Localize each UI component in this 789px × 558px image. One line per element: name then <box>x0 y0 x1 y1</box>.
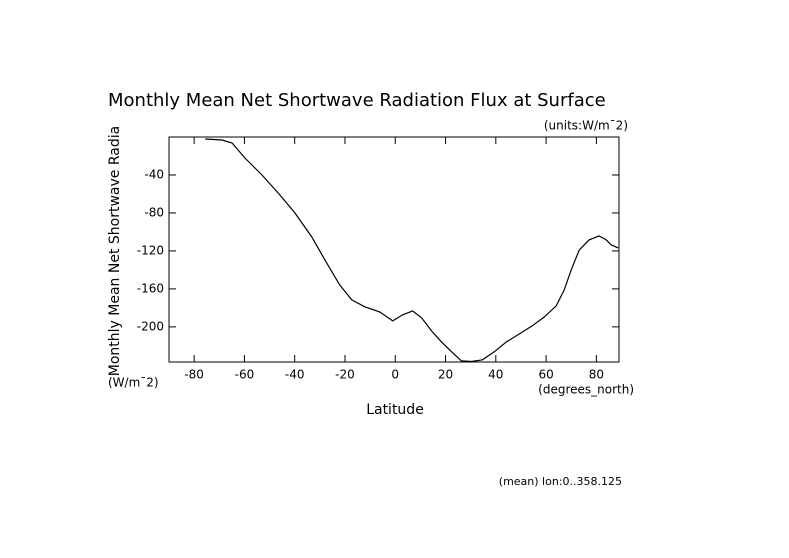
y-tick-label: -120 <box>137 243 164 257</box>
y-axis-label: Monthly Mean Net Shortwave Radia <box>107 126 123 376</box>
chart-title: Monthly Mean Net Shortwave Radiation Flu… <box>108 90 606 111</box>
y-tick-label: -80 <box>144 205 164 219</box>
x-axis-label: Latitude <box>366 402 424 418</box>
x-tick-label: -60 <box>235 368 255 382</box>
x-tick-label: -20 <box>335 368 355 382</box>
x-tick-label: 0 <box>391 368 399 382</box>
x-unit-label: (degrees_north) <box>538 383 634 397</box>
x-tick-label: -40 <box>285 368 305 382</box>
y-tick-label: -160 <box>137 281 164 295</box>
x-tick-label: 60 <box>538 368 553 382</box>
y-tick-label: -200 <box>137 319 164 333</box>
x-tick-label: 40 <box>488 368 503 382</box>
x-tick-label: 20 <box>438 368 453 382</box>
x-tick-label: 80 <box>589 368 604 382</box>
y-unit-label: (W/m¯2) <box>108 376 159 390</box>
plot-frame <box>168 136 620 363</box>
data-line <box>205 138 619 363</box>
y-tick-label: -40 <box>144 167 164 181</box>
units-label: (units:W/m¯2) <box>544 119 628 133</box>
footnote: (mean) lon:0..358.125 <box>499 475 622 488</box>
x-tick-label: -80 <box>184 368 204 382</box>
